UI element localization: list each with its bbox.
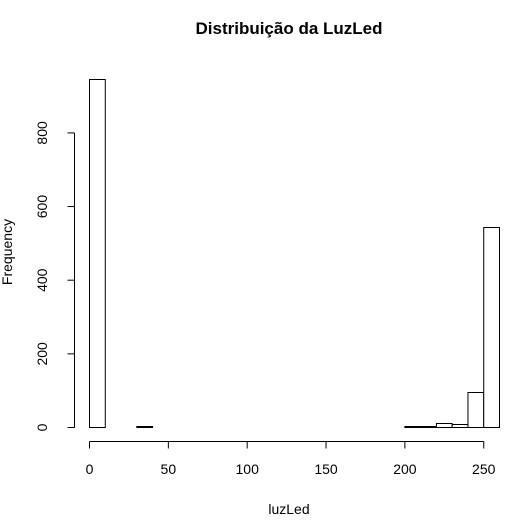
x-axis-label: luzLed bbox=[268, 501, 309, 517]
y-axis: 0 200 400 600 800 bbox=[34, 121, 75, 431]
y-tick-label-800: 800 bbox=[34, 121, 50, 145]
x-tick-label-50: 50 bbox=[161, 461, 177, 477]
histogram-bar-30-40 bbox=[136, 426, 154, 428]
y-tick-label-600: 600 bbox=[34, 195, 50, 219]
bars-group bbox=[89, 79, 501, 428]
y-tick-label-0: 0 bbox=[34, 423, 50, 431]
y-axis-label: Frequency bbox=[0, 219, 15, 285]
x-tick-label-100: 100 bbox=[236, 461, 260, 477]
histogram-bar-230-240 bbox=[451, 424, 469, 428]
y-tick-label-200: 200 bbox=[34, 342, 50, 366]
x-tick-label-150: 150 bbox=[314, 461, 338, 477]
chart-title: Distribuição da LuzLed bbox=[195, 19, 382, 38]
histogram-bar-200-210 bbox=[404, 426, 422, 428]
histogram-bar-210-220 bbox=[420, 426, 437, 428]
y-tick-label-400: 400 bbox=[34, 268, 50, 292]
x-tick-label-200: 200 bbox=[393, 461, 417, 477]
histogram-bar-0-10 bbox=[89, 79, 106, 428]
x-tick-label-250: 250 bbox=[472, 461, 496, 477]
x-axis: 0 50 100 150 200 250 bbox=[86, 441, 496, 477]
histogram-bar-240-250 bbox=[467, 392, 485, 428]
x-tick-label-0: 0 bbox=[86, 461, 94, 477]
histogram-bar-220-230 bbox=[435, 423, 453, 428]
histogram-bar-250-260 bbox=[483, 227, 501, 428]
